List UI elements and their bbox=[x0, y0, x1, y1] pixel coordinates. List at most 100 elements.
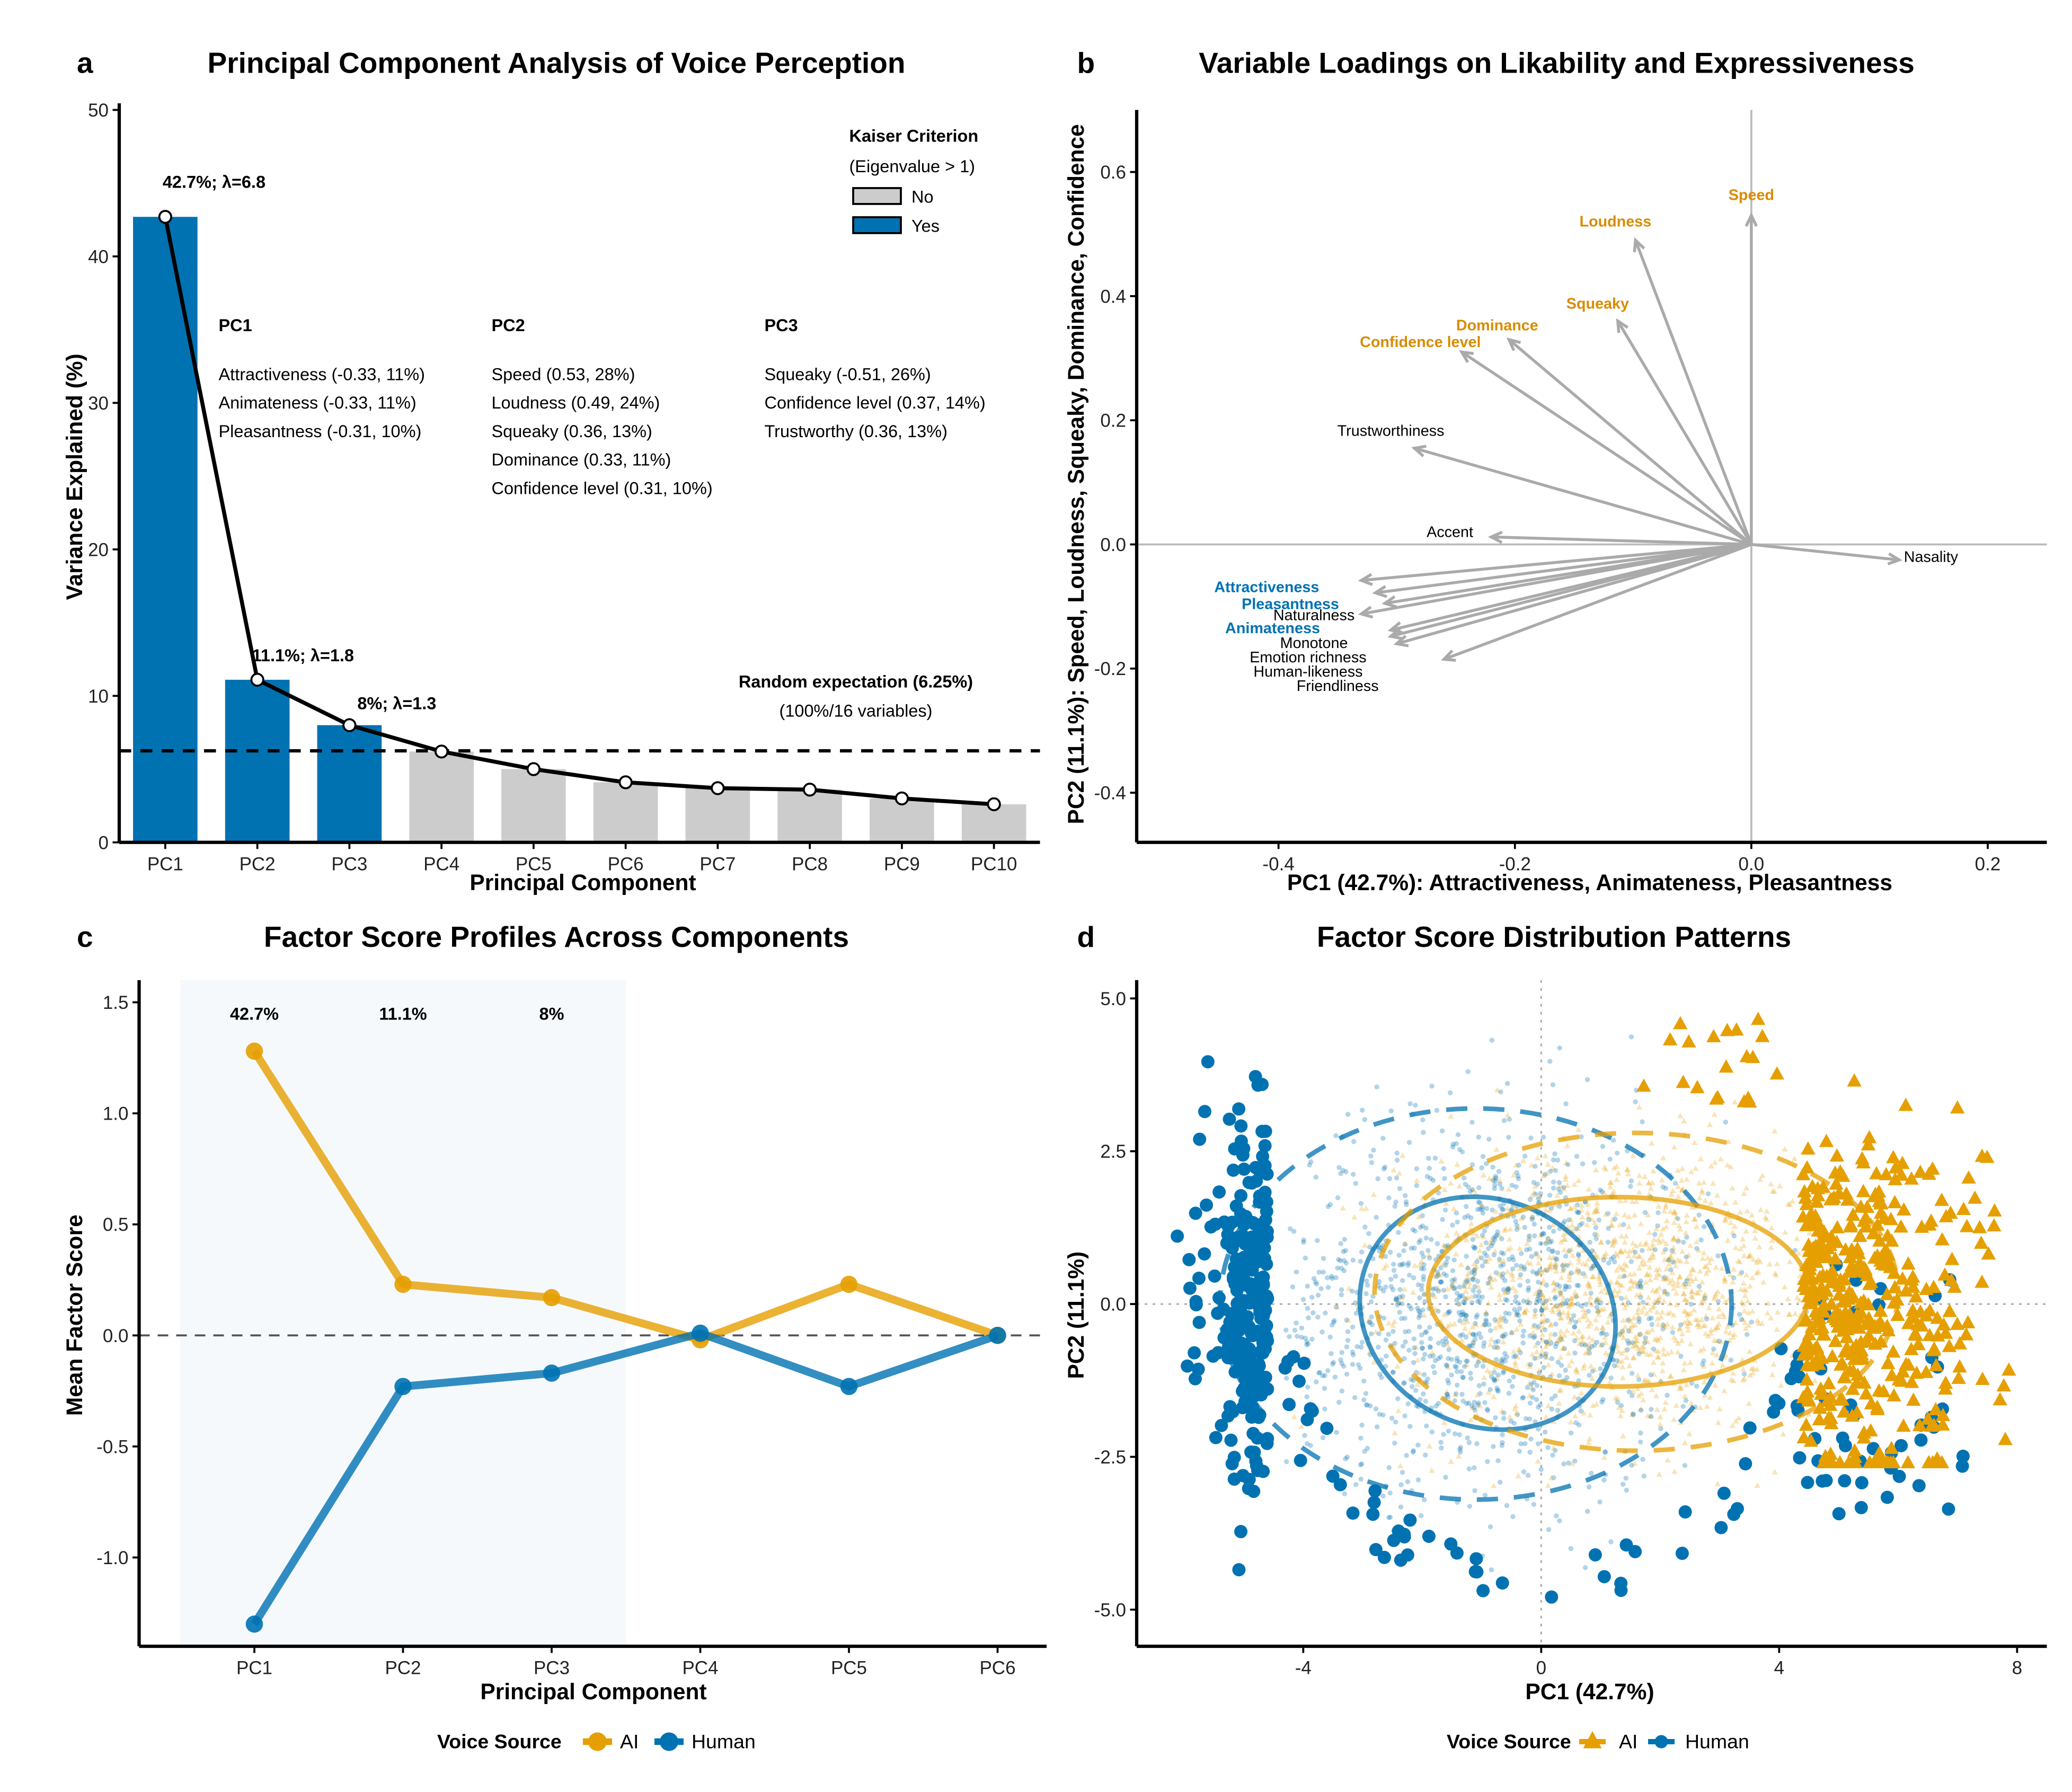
point-ai bbox=[1732, 1245, 1739, 1250]
point-human bbox=[1610, 1138, 1616, 1143]
point-human bbox=[1450, 1145, 1456, 1150]
point-ai-outlier bbox=[1888, 1160, 1903, 1174]
point-human bbox=[1593, 1236, 1599, 1241]
point-human bbox=[1560, 1263, 1565, 1268]
point-human bbox=[1358, 1258, 1363, 1264]
point-human bbox=[1493, 1234, 1499, 1239]
point-human bbox=[1500, 1356, 1506, 1362]
point-human-outlier bbox=[1894, 1439, 1908, 1452]
y-tick-label: 0.6 bbox=[1100, 162, 1126, 183]
point-human bbox=[1466, 1440, 1472, 1445]
label-naturalness: Naturalness bbox=[1273, 607, 1354, 624]
legend-title: Voice Source bbox=[437, 1731, 562, 1753]
point-human-outlier bbox=[1294, 1453, 1307, 1467]
x-tick-label: -0.4 bbox=[1263, 854, 1295, 874]
point-ai bbox=[1708, 1163, 1714, 1169]
point-ai bbox=[1669, 1270, 1676, 1275]
point-human bbox=[1549, 1396, 1555, 1401]
point-ai-outlier bbox=[1816, 1454, 1831, 1468]
point-ai bbox=[1594, 1200, 1600, 1205]
point-ai-outlier bbox=[1873, 1303, 1888, 1317]
point-human-outlier bbox=[1189, 1298, 1203, 1311]
point-ai bbox=[1644, 1413, 1651, 1418]
point-human bbox=[1526, 1288, 1531, 1293]
point-human bbox=[1418, 1513, 1424, 1519]
point-ai bbox=[1592, 1167, 1599, 1173]
point-ai bbox=[1728, 1219, 1734, 1226]
point-human bbox=[1454, 1141, 1459, 1146]
point-ai bbox=[1715, 1306, 1722, 1312]
point-ai-outlier bbox=[1904, 1272, 1919, 1286]
point-human bbox=[1318, 1286, 1324, 1291]
point-ai bbox=[1582, 1273, 1589, 1279]
point-human bbox=[1335, 1265, 1340, 1271]
point-ai bbox=[1507, 1245, 1514, 1250]
point-ai bbox=[1557, 1302, 1564, 1308]
point-ai bbox=[1755, 1268, 1761, 1275]
point-human bbox=[1625, 1317, 1631, 1323]
x-tick-label: 0.2 bbox=[1975, 854, 2001, 874]
panel-b-xlabel: PC1 (42.7%): Attractiveness, Animateness… bbox=[1287, 871, 1892, 895]
point-ai-outlier bbox=[1737, 1094, 1752, 1107]
point-ai bbox=[1662, 1275, 1669, 1281]
point-human bbox=[1507, 1116, 1512, 1122]
point-ai-outlier bbox=[1820, 1249, 1835, 1263]
point-ai bbox=[1747, 1283, 1754, 1289]
point-human bbox=[1432, 1370, 1437, 1376]
point-ai bbox=[1648, 1185, 1654, 1191]
point-human-outlier bbox=[1854, 1501, 1868, 1514]
point-human bbox=[1377, 1412, 1382, 1417]
point-ai-outlier bbox=[1894, 1167, 1909, 1181]
point-ai bbox=[1626, 1316, 1632, 1321]
point-human bbox=[1484, 1253, 1489, 1258]
point-human bbox=[1480, 1232, 1485, 1238]
point-human bbox=[1631, 1412, 1636, 1417]
point-human bbox=[1543, 1298, 1549, 1303]
point-ai bbox=[1636, 1265, 1643, 1271]
point-ai bbox=[1568, 1246, 1575, 1252]
point-human-outlier bbox=[1880, 1491, 1894, 1504]
point-human bbox=[1554, 1282, 1560, 1288]
point-human bbox=[1579, 1221, 1585, 1226]
point-human bbox=[1502, 1278, 1508, 1283]
point-human bbox=[1363, 1391, 1369, 1396]
point-ai bbox=[1589, 1265, 1595, 1271]
x-tick-label: PC5 bbox=[831, 1658, 867, 1679]
arrow-dominance bbox=[1508, 338, 1752, 546]
point-ai bbox=[1687, 1341, 1694, 1346]
point-human bbox=[1565, 1162, 1571, 1167]
point-ai bbox=[1484, 1258, 1490, 1264]
point-ai bbox=[1653, 1392, 1660, 1398]
point-ai bbox=[1463, 1288, 1469, 1294]
point-human bbox=[1287, 1226, 1293, 1231]
point-ai bbox=[1464, 1264, 1471, 1270]
point-human bbox=[1576, 1268, 1582, 1274]
point-human bbox=[1386, 1515, 1392, 1520]
point-ai bbox=[1590, 1273, 1597, 1280]
point-ai bbox=[1571, 1293, 1578, 1299]
point-human-outlier bbox=[1248, 1070, 1262, 1084]
point-human bbox=[1438, 1440, 1444, 1445]
point-human bbox=[1364, 1278, 1369, 1284]
point-ai bbox=[1651, 1371, 1657, 1377]
point-ai bbox=[1719, 1310, 1726, 1317]
point-ai bbox=[1586, 1282, 1592, 1288]
point-ai bbox=[1602, 1166, 1609, 1172]
point-human bbox=[1361, 1378, 1367, 1384]
point-human bbox=[1449, 1278, 1455, 1283]
point-human bbox=[1462, 1214, 1467, 1220]
point-ai bbox=[1769, 1237, 1775, 1243]
point-human bbox=[1463, 1334, 1469, 1340]
point-ai-outlier bbox=[1830, 1220, 1845, 1234]
arrow-friendliness bbox=[1443, 543, 1752, 661]
point-ai bbox=[1619, 1364, 1626, 1370]
point-human bbox=[1510, 1254, 1515, 1259]
point-human bbox=[1584, 1077, 1590, 1083]
point-ai bbox=[1506, 1285, 1513, 1291]
point-ai bbox=[1711, 1296, 1717, 1301]
point-human bbox=[1444, 1259, 1449, 1265]
point-ai bbox=[1774, 1309, 1781, 1315]
point-ai bbox=[1435, 1271, 1441, 1276]
point-ai bbox=[1596, 1311, 1602, 1317]
point-human bbox=[1471, 1405, 1477, 1410]
